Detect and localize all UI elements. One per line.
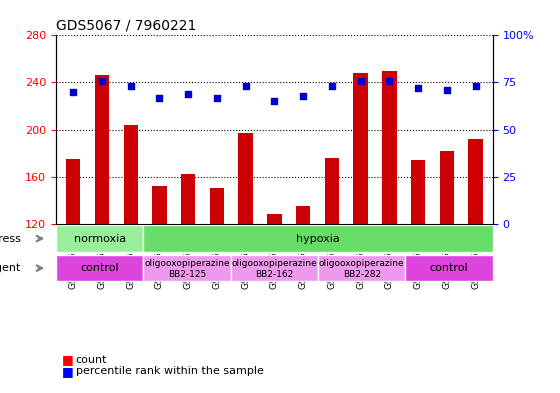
Text: BB2-162: BB2-162 — [255, 270, 293, 279]
Text: GDS5067 / 7960221: GDS5067 / 7960221 — [56, 19, 197, 33]
Text: percentile rank within the sample: percentile rank within the sample — [76, 366, 263, 376]
Text: oligooxopiperazine: oligooxopiperazine — [319, 259, 404, 268]
Point — [184, 91, 193, 97]
Text: agent: agent — [0, 263, 21, 273]
Point — [471, 83, 480, 89]
Point — [97, 77, 106, 84]
Point — [385, 77, 394, 84]
Point — [414, 85, 423, 91]
Bar — [95, 75, 109, 224]
Bar — [353, 73, 368, 224]
Bar — [239, 133, 253, 224]
Bar — [267, 214, 282, 224]
Bar — [152, 186, 167, 224]
FancyBboxPatch shape — [56, 225, 143, 252]
Bar — [325, 158, 339, 224]
Text: BB2-125: BB2-125 — [168, 270, 206, 279]
Text: hypoxia: hypoxia — [296, 233, 340, 244]
Bar — [210, 188, 224, 224]
Text: BB2-282: BB2-282 — [343, 270, 381, 279]
Point — [442, 87, 451, 93]
Point — [212, 94, 221, 101]
Bar — [124, 125, 138, 224]
Text: ■: ■ — [62, 365, 73, 378]
Text: stress: stress — [0, 233, 21, 244]
FancyBboxPatch shape — [56, 255, 143, 281]
FancyBboxPatch shape — [231, 255, 318, 281]
Text: control: control — [430, 263, 468, 273]
Text: oligooxopiperazine: oligooxopiperazine — [232, 259, 317, 268]
Point — [270, 98, 279, 105]
Bar — [411, 160, 425, 224]
Text: count: count — [76, 354, 107, 365]
FancyBboxPatch shape — [143, 255, 231, 281]
Bar — [66, 159, 81, 224]
FancyBboxPatch shape — [143, 225, 493, 252]
Text: oligooxopiperazine: oligooxopiperazine — [144, 259, 230, 268]
Text: normoxia: normoxia — [73, 233, 126, 244]
Point — [298, 92, 307, 99]
Point — [69, 89, 78, 95]
Text: control: control — [81, 263, 119, 273]
Point — [241, 83, 250, 89]
Bar — [440, 151, 454, 224]
Point — [126, 83, 135, 89]
Bar — [382, 71, 396, 224]
Bar — [468, 139, 483, 224]
Bar — [181, 174, 195, 224]
Point — [328, 83, 337, 89]
Point — [356, 77, 365, 84]
Text: ■: ■ — [62, 353, 73, 366]
FancyBboxPatch shape — [318, 255, 405, 281]
FancyBboxPatch shape — [405, 255, 493, 281]
Point — [155, 94, 164, 101]
Bar — [296, 206, 310, 224]
